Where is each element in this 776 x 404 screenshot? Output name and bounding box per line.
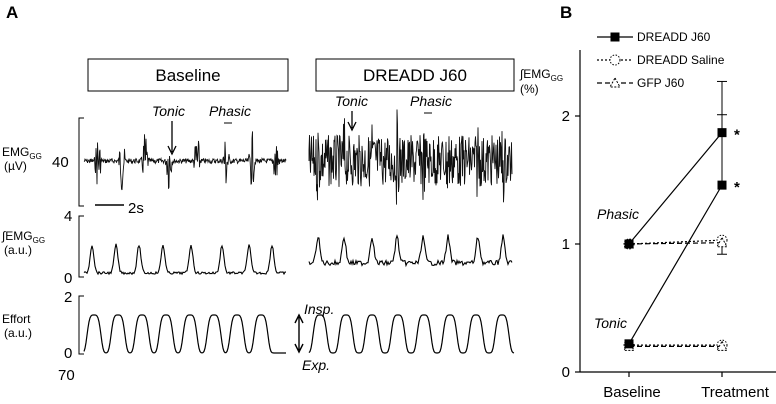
emg-scale-value: 40 [52,154,69,171]
baseline-title-box [87,58,289,92]
data-point-square [717,180,727,190]
int-max-label: 4 [64,208,72,225]
data-point-triangle [716,340,728,351]
tonic-label-dreadd: Tonic [335,93,368,109]
series-line [628,239,723,245]
emg-axis-unit: (µV) [4,159,27,173]
int-scale-bracket [78,215,84,278]
time-scale-label: 2s [128,200,144,217]
int-trace-baseline [83,243,286,276]
effort-scale-bracket [78,295,84,355]
int-min-label: 0 [64,270,72,287]
y-tick-label: 0 [562,364,570,381]
y-tick-label: 1 [562,236,570,253]
series-line [628,132,723,245]
exp-label: Exp. [302,357,330,373]
emg-axis-label: EMGGG [2,145,42,161]
emg-scale-bracket [78,117,84,207]
emg-trace-line [308,109,513,205]
data-point-circle [609,54,621,66]
legend-label: DREADD Saline [637,53,725,67]
emg-trace-baseline [83,131,287,191]
y-axis-unit: (%) [520,82,539,96]
chart-legend: DREADD J60 DREADD Saline GFP J60 [597,30,725,90]
dreadd-title: DREADD J60 [363,66,467,85]
data-point-square [610,32,620,42]
effort-low-label: 70 [58,367,75,384]
phasic-label-dreadd: Phasic [410,93,452,109]
legend-label: DREADD J60 [637,30,711,44]
tonic-arrow-dreadd [347,111,357,132]
y-axis-label: ∫EMGGG [519,67,563,83]
tonic-arrow-baseline [167,121,177,156]
data-point-triangle [609,76,621,88]
int-axis-unit: (a.u.) [4,243,32,257]
tonic-group-label: Tonic [594,315,627,331]
tonic-label-baseline: Tonic [152,103,185,119]
dreadd-title-box [315,58,515,92]
int-axis-label: ∫EMGGG [1,229,45,245]
data-point-square [624,339,634,349]
significance-star: * [734,179,740,196]
y-tick-label: 2 [562,108,570,125]
emg-trace-line [83,131,287,191]
effort-axis-unit: (a.u.) [4,326,32,340]
emg-trace-dreadd [308,109,513,205]
x-tick-label: Treatment [701,384,770,401]
phasic-label-baseline: Phasic [209,103,251,119]
int-trace-dreadd [308,234,513,268]
effort-axis-label: Effort [2,312,31,326]
effort-max-label: 2 [64,289,72,306]
x-tick-label: Baseline [603,384,661,401]
data-point-square [624,239,634,249]
legend-label: GFP J60 [637,76,684,90]
effort-trace-dreadd [308,314,515,354]
effort-min-label: 0 [64,345,72,362]
chart-plot-area: 0 1 2 Baseline Treatment * * [562,50,776,401]
panel-a-label: A [6,3,18,22]
effort-trace-baseline [83,314,286,354]
significance-star: * [734,127,740,144]
phasic-group-label: Phasic [597,206,639,222]
baseline-title: Baseline [155,66,220,85]
insp-exp-arrow [294,313,304,354]
insp-label: Insp. [304,301,334,317]
panel-b-label: B [560,3,572,22]
data-point-triangle [716,236,728,248]
series-line [628,184,723,345]
